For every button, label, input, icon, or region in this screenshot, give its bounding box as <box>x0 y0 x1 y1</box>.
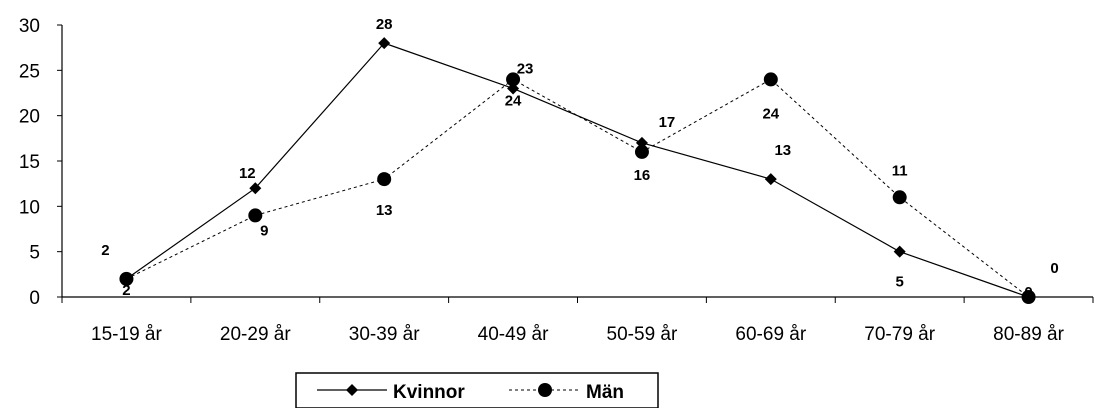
legend-marker-man <box>538 383 552 397</box>
point-kvinnor <box>635 136 648 149</box>
legend: Kvinnor Män <box>295 372 659 408</box>
data-label-kvinnor: 23 <box>517 60 534 77</box>
x-tick-label: 80-89 år <box>993 324 1064 345</box>
x-tick-label: 30-39 år <box>349 324 420 345</box>
x-tick-label: 60-69 år <box>735 324 806 345</box>
x-tick-label: 70-79 år <box>864 324 935 345</box>
point-man <box>892 190 907 205</box>
y-axis-ticks: 0 5 10 15 20 25 30 <box>19 16 62 309</box>
y-tick-label: 20 <box>19 107 40 128</box>
series-line-kvinnor <box>126 42 1029 298</box>
data-label-man: 24 <box>505 92 522 109</box>
point-man <box>763 72 778 87</box>
data-label-man: 11 <box>892 162 908 179</box>
legend-label-man: Män <box>586 382 624 403</box>
chart-axes <box>61 25 1093 298</box>
series-layer <box>119 37 1036 304</box>
data-label-man: 0 <box>1050 260 1058 277</box>
series-line-man <box>126 78 1029 298</box>
point-man <box>506 72 521 87</box>
point-kvinnor <box>378 37 391 50</box>
data-label-man: 16 <box>634 167 651 184</box>
data-label-man: 2 <box>122 282 130 299</box>
point-kvinnor <box>893 245 906 258</box>
legend-marker-kvinnor <box>346 384 358 396</box>
data-label-kvinnor: 17 <box>659 114 676 131</box>
y-tick-label: 0 <box>29 288 40 309</box>
x-tick-label: 15-19 år <box>91 324 162 345</box>
data-label-kvinnor: 12 <box>239 165 256 182</box>
data-label-man: 9 <box>260 222 268 239</box>
point-man <box>377 172 392 187</box>
y-tick-label: 15 <box>19 152 40 173</box>
data-label-kvinnor: 28 <box>376 16 393 33</box>
point-man <box>634 144 649 159</box>
legend-label-kvinnor: Kvinnor <box>393 382 465 403</box>
y-tick-label: 5 <box>29 243 40 264</box>
data-labels: 2 12 28 23 17 13 5 0 2 9 13 24 16 24 11 0 <box>101 16 1058 301</box>
data-label-kvinnor: 13 <box>774 142 791 159</box>
y-tick-label: 10 <box>19 197 40 218</box>
x-tick-label: 50-59 år <box>607 324 678 345</box>
point-kvinnor <box>507 82 520 95</box>
y-tick-label: 25 <box>19 61 40 82</box>
point-man <box>248 208 263 223</box>
point-kvinnor <box>249 182 262 195</box>
x-axis-ticks: 15-19 år 20-29 år 30-39 år 40-49 år 50-59 år… <box>61 297 1094 345</box>
point-kvinnor <box>1022 291 1035 303</box>
point-kvinnor <box>120 272 133 285</box>
x-tick-label: 40-49 år <box>478 324 549 345</box>
data-label-man: 13 <box>376 202 393 219</box>
x-tick-label: 20-29 år <box>220 324 291 345</box>
data-label-kvinnor: 5 <box>896 274 904 291</box>
data-label-kvinnor: 0 <box>1024 284 1032 301</box>
y-tick-label: 30 <box>19 16 40 37</box>
data-label-kvinnor: 2 <box>101 242 109 259</box>
data-label-man: 24 <box>762 105 779 122</box>
point-kvinnor <box>764 173 777 186</box>
